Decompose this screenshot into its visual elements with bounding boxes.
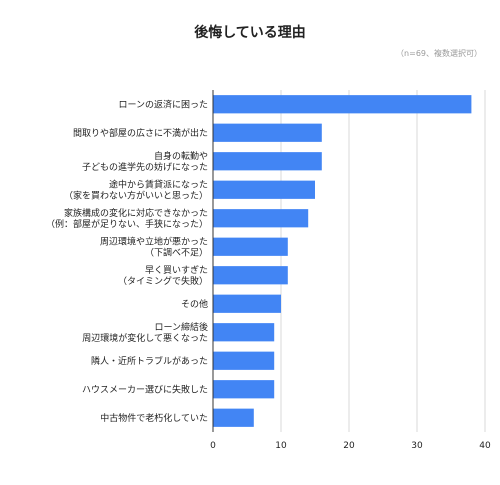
- x-tick-label: 10: [275, 441, 287, 451]
- x-tick-label: 40: [479, 441, 491, 451]
- category-label: 中古物件で老朽化していた: [100, 412, 208, 424]
- bar: [213, 180, 315, 199]
- grid-lines: [280, 90, 486, 432]
- category-label: ローン締結後周辺環境が変化して悪くなった: [82, 321, 208, 344]
- category-label: ローンの返済に困った: [118, 98, 208, 110]
- category-label: 隣人・近所トラブルがあった: [91, 355, 208, 367]
- bars: [213, 95, 472, 427]
- category-labels: ローンの返済に困った間取りや部屋の広さに不満が出た自身の転勤や子どもの進学先の妨…: [46, 98, 208, 424]
- bar: [213, 294, 281, 313]
- x-tick-label: 0: [210, 441, 216, 451]
- x-tick-labels: 0 10 20 30 40: [210, 441, 491, 451]
- category-label: 早く買いすぎた（タイミングで失敗）: [118, 264, 208, 287]
- category-label: 周辺環境や立地が悪かった（下調べ不足）: [100, 235, 208, 258]
- category-label: その他: [181, 298, 208, 310]
- bar: [213, 408, 254, 427]
- chart-title: 後悔している理由: [194, 25, 306, 41]
- category-label: ハウスメーカー選びに失敗した: [82, 383, 208, 395]
- x-tick-label: 30: [411, 441, 423, 451]
- category-label: 間取りや部屋の広さに不満が出た: [73, 127, 208, 139]
- x-tick-label: 20: [343, 441, 355, 451]
- chart-subtitle: （n=69、複数選択可）: [396, 49, 482, 58]
- bar: [213, 380, 275, 399]
- bar: [213, 323, 275, 342]
- bar: [213, 95, 472, 114]
- category-label: 自身の転勤や子どもの進学先の妨げになった: [82, 150, 208, 173]
- bar: [213, 266, 288, 285]
- bar: [213, 237, 288, 256]
- category-label: 途中から賃貸派になった（家を買わない方がいいと思った）: [64, 178, 208, 201]
- bar: [213, 152, 322, 171]
- bar: [213, 351, 275, 370]
- bar: [213, 209, 309, 228]
- category-label: 家族構成の変化に対応できなかった（例：部屋が足りない、手狭になった）: [46, 207, 208, 230]
- bar: [213, 123, 322, 142]
